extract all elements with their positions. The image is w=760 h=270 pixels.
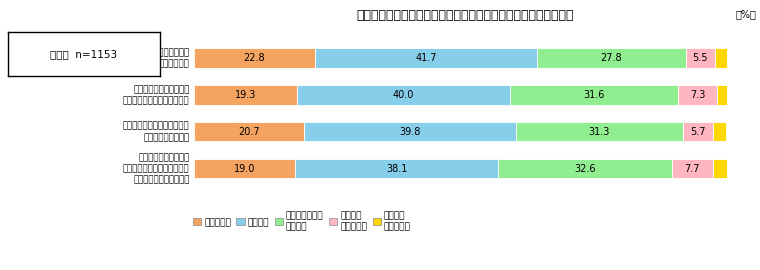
Bar	[717, 85, 727, 104]
Text: 41.7: 41.7	[416, 53, 437, 63]
Bar	[516, 122, 682, 141]
Bar	[194, 49, 315, 68]
Text: 31.6: 31.6	[583, 90, 604, 100]
Text: 5.7: 5.7	[690, 127, 706, 137]
Bar	[194, 159, 295, 178]
Bar	[304, 122, 516, 141]
Bar	[296, 85, 510, 104]
Bar	[713, 159, 727, 178]
Bar	[715, 49, 727, 68]
Text: 39.8: 39.8	[400, 127, 421, 137]
Bar	[713, 122, 726, 141]
Text: （%）: （%）	[736, 9, 756, 19]
Bar	[537, 49, 686, 68]
Text: 7.3: 7.3	[690, 90, 705, 100]
Text: 変動型  n=1153: 変動型 n=1153	[50, 49, 117, 59]
Text: 金利リスクに関する理解度（変動型・固定期間選択型の利用者）: 金利リスクに関する理解度（変動型・固定期間選択型の利用者）	[356, 9, 575, 22]
Text: 32.6: 32.6	[574, 164, 596, 174]
Text: 5.5: 5.5	[692, 53, 708, 63]
Bar	[295, 159, 498, 178]
Bar	[194, 122, 304, 141]
Text: 38.1: 38.1	[386, 164, 407, 174]
Text: 40.0: 40.0	[392, 90, 414, 100]
Text: 22.8: 22.8	[244, 53, 265, 63]
Text: 7.7: 7.7	[685, 164, 700, 174]
Bar	[510, 85, 678, 104]
Bar	[672, 159, 713, 178]
Text: 27.8: 27.8	[600, 53, 622, 63]
Bar	[686, 49, 715, 68]
Bar	[678, 85, 717, 104]
Text: 19.0: 19.0	[234, 164, 255, 174]
Text: 19.3: 19.3	[235, 90, 256, 100]
Text: 20.7: 20.7	[238, 127, 260, 137]
Text: 31.3: 31.3	[589, 127, 610, 137]
Bar	[682, 122, 713, 141]
Bar	[194, 85, 296, 104]
Bar	[498, 159, 672, 178]
Legend: 十分に理解, ほぼ理解, 理解しているか
少し不安, よく理解
していない, 全く理解
していない: 十分に理解, ほぼ理解, 理解しているか 少し不安, よく理解 していない, 全…	[193, 212, 410, 231]
Bar	[315, 49, 537, 68]
